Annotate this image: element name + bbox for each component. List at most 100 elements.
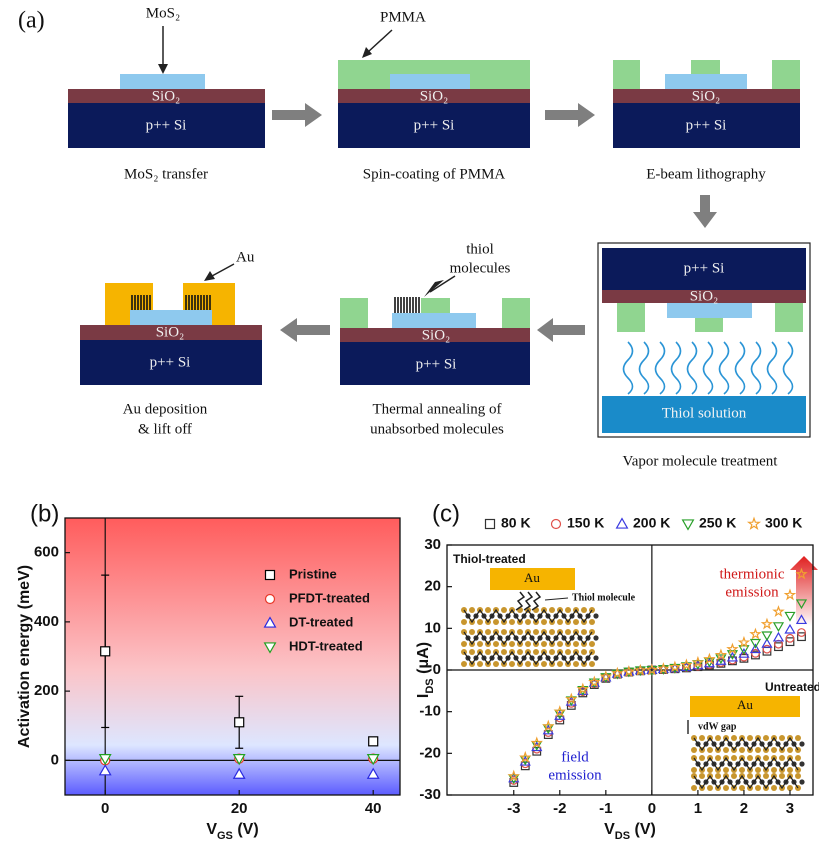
- step-caption: Thermal annealing of: [372, 401, 501, 417]
- lattice-atom: [731, 755, 737, 761]
- subscript: DS: [424, 678, 436, 693]
- callout-arrowhead: [362, 47, 372, 58]
- lattice-atom: [485, 649, 491, 655]
- process-arrow: [280, 318, 330, 342]
- layer-label: SiO₂: [690, 288, 719, 304]
- lattice-atom: [799, 741, 804, 746]
- legend-marker: [749, 518, 760, 528]
- legend-marker: [266, 595, 275, 604]
- marker: [785, 612, 794, 620]
- label-part: (μA): [415, 642, 432, 678]
- y-tick-label: 30: [424, 536, 441, 553]
- callout: PMMA: [380, 9, 426, 25]
- lattice-atom: [557, 619, 563, 625]
- step-caption: unabsorbed molecules: [370, 421, 504, 437]
- lattice-atom: [699, 773, 705, 779]
- lattice-atom: [477, 619, 483, 625]
- x-tick-label: 0: [648, 800, 656, 817]
- process-arrow: [693, 195, 717, 228]
- lattice-atom: [771, 785, 777, 791]
- lattice-atom: [763, 773, 769, 779]
- callout-line: [212, 264, 234, 276]
- lattice-atom: [755, 767, 761, 773]
- pointer: [545, 598, 568, 600]
- lattice-atom: [517, 649, 523, 655]
- pmma-block: [617, 303, 645, 332]
- lattice-atom: [787, 747, 793, 753]
- pmma-block: [775, 303, 803, 332]
- lattice-atom: [747, 755, 753, 761]
- mos2-layer: [392, 313, 476, 328]
- marker: [762, 632, 771, 640]
- lattice-atom: [461, 661, 467, 667]
- lattice-atom: [739, 767, 745, 773]
- lattice-atom: [707, 747, 713, 753]
- lattice-atom: [477, 661, 483, 667]
- annotation: field: [561, 749, 589, 765]
- lattice-atom: [691, 767, 697, 773]
- process-arrow: [272, 103, 322, 127]
- device-step-1: SiO₂ p++ Si MoS₂ MoS₂ transfer: [68, 5, 265, 182]
- lattice-atom: [581, 649, 587, 655]
- callout: MoS₂: [146, 5, 180, 21]
- x-tick-label: 2: [740, 800, 748, 817]
- lattice-atom: [715, 735, 721, 741]
- mos2-layer: [120, 74, 205, 89]
- annotation: vdW gap: [698, 721, 737, 732]
- lattice-atom: [541, 661, 547, 667]
- lattice-atom: [589, 661, 595, 667]
- axis-label: VGS (V): [206, 821, 258, 842]
- callout: molecules: [450, 260, 511, 276]
- marker: [728, 644, 737, 653]
- y-tick-label: -10: [419, 703, 441, 720]
- legend-label: 300 K: [765, 515, 802, 531]
- lattice-atom: [565, 607, 571, 613]
- x-tick-label: -1: [599, 800, 612, 817]
- legend-marker: [683, 520, 694, 529]
- lattice-atom: [541, 619, 547, 625]
- annotation: Au: [737, 697, 753, 712]
- lattice-atom: [739, 747, 745, 753]
- lattice-atom: [549, 629, 555, 635]
- lattice-atom: [699, 755, 705, 761]
- marker: [101, 647, 110, 656]
- y-tick-label: 0: [433, 661, 441, 678]
- device-step-2: SiO₂ p++ Si PMMA Spin-coating of PMMA: [338, 9, 530, 182]
- marker: [235, 718, 244, 727]
- legend-label: HDT-treated: [289, 638, 363, 653]
- lattice-atom: [731, 735, 737, 741]
- legend-label: 150 K: [567, 515, 604, 531]
- legend-label: PFDT-treated: [289, 590, 370, 605]
- marker: [369, 737, 378, 746]
- lattice-atom: [509, 641, 515, 647]
- annotation: emission: [725, 584, 779, 600]
- label-part: (V): [233, 821, 259, 838]
- axis-label: VDS (V): [604, 821, 656, 842]
- lattice-atom: [549, 607, 555, 613]
- lattice-atom: [509, 619, 515, 625]
- lattice-atom: [593, 635, 598, 640]
- mos2-layer: [665, 74, 747, 89]
- marker: [763, 645, 771, 653]
- callout: Au: [236, 249, 255, 265]
- lattice-atom: [461, 619, 467, 625]
- y-tick-label: -20: [419, 744, 441, 761]
- x-tick-label: -3: [507, 800, 520, 817]
- lattice-atom: [691, 785, 697, 791]
- lattice-atom: [699, 735, 705, 741]
- lattice-atom: [469, 629, 475, 635]
- lattice-atom: [799, 779, 804, 784]
- device-step-5: SiO₂ p++ Si thiol molecules Thermal anne…: [340, 241, 530, 437]
- lattice-atom: [493, 619, 499, 625]
- lattice-atom: [731, 773, 737, 779]
- lattice-atom: [779, 735, 785, 741]
- legend-marker: [617, 519, 628, 528]
- lattice-atom: [593, 655, 598, 660]
- lattice-atom: [755, 785, 761, 791]
- lattice-atom: [573, 641, 579, 647]
- lattice-atom: [517, 629, 523, 635]
- layer-label: p++ Si: [414, 117, 455, 133]
- pmma-block: [772, 60, 800, 89]
- lattice-atom: [771, 747, 777, 753]
- mos2-layer: [130, 310, 212, 325]
